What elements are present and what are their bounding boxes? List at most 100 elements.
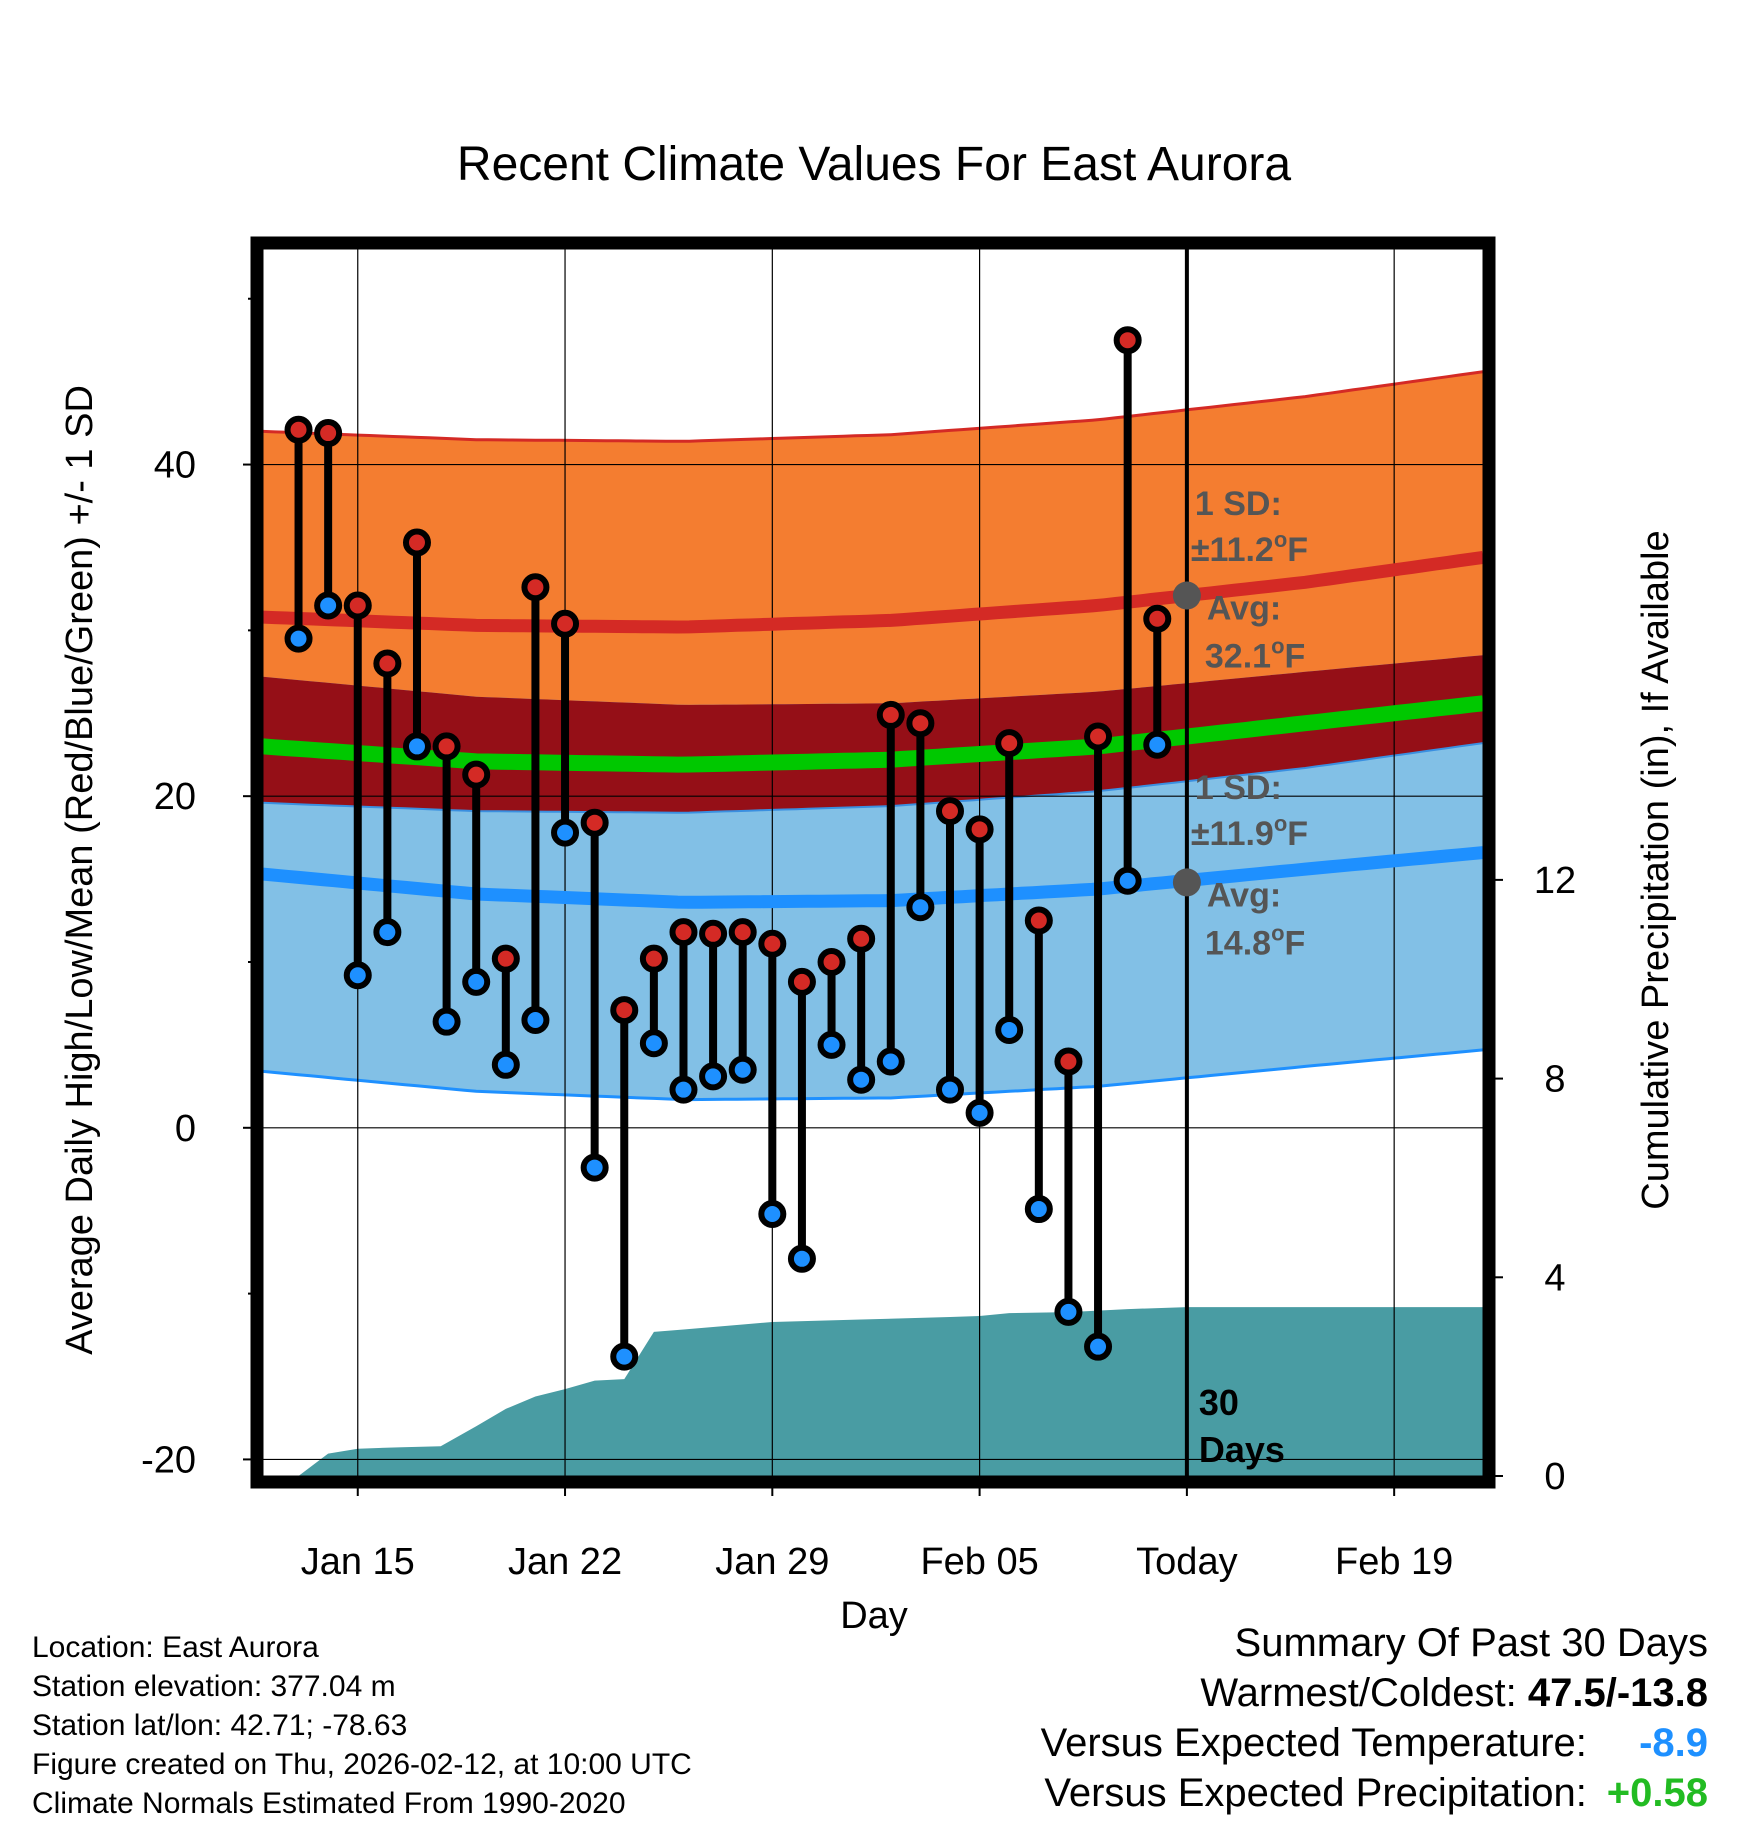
obs-low-point: [906, 893, 935, 922]
obs-high-point: [935, 797, 964, 826]
left-tick-label: 0: [175, 1108, 196, 1150]
high-avg-value: 32.1oF: [1205, 634, 1305, 676]
plot-area: [263, 249, 1483, 1476]
window-label-number: 30: [1199, 1382, 1239, 1423]
summary-panel: Summary Of Past 30 Days Warmest/Coldest:…: [1041, 1618, 1708, 1818]
warm-cold-value: 47.5/-13.8: [1527, 1671, 1708, 1715]
obs-low-point: [1143, 730, 1172, 759]
low-band-lower-edge: [263, 1048, 1483, 1102]
x-tick-label: Today: [1136, 1541, 1237, 1583]
high-sd-label: 1 SD:: [1195, 485, 1282, 523]
high-sd-unit: F: [1287, 531, 1308, 569]
normal-mean-line: [263, 695, 1483, 773]
summary-temperature: Versus Expected Temperature: -8.9: [1041, 1718, 1708, 1768]
window-label-text: Days: [1199, 1429, 1285, 1470]
right-tick-label: 4: [1544, 1257, 1565, 1299]
obs-high-point: [699, 919, 728, 948]
obs-high-point: [580, 808, 609, 837]
obs-high-point: [432, 732, 461, 761]
left-tick-label: -20: [141, 1439, 196, 1481]
obs-high-point: [373, 649, 402, 678]
obs-low-point: [580, 1153, 609, 1182]
obs-low-point: [876, 1047, 905, 1076]
left-tick-label: 20: [154, 776, 196, 818]
obs-low-point: [462, 967, 491, 996]
x-axis-label: Day: [840, 1595, 908, 1637]
obs-high-point: [758, 929, 787, 958]
obs-high-point: [491, 944, 520, 973]
obs-high-point: [817, 947, 846, 976]
low-sd-degree: o: [1274, 811, 1287, 836]
obs-high-point: [906, 709, 935, 738]
x-tick-label: Feb 19: [1335, 1541, 1453, 1583]
station-elevation: Station elevation: 377.04 m: [32, 1670, 396, 1703]
obs-low-point: [787, 1244, 816, 1273]
low-avg-unit: F: [1285, 924, 1306, 962]
obs-high-point: [462, 760, 491, 789]
obs-low-point: [402, 732, 431, 761]
cumulative-precip-area: [298, 1307, 1483, 1476]
low-avg-label: Avg:: [1207, 876, 1281, 914]
right-tick-label: 12: [1534, 860, 1576, 902]
obs-high-point: [1113, 326, 1142, 355]
obs-low-point: [699, 1062, 728, 1091]
y-axis-label-right: Cumulative Precipitation (in), If Availa…: [1635, 530, 1677, 1209]
summary-precipitation: Versus Expected Precipitation: +0.58: [1041, 1768, 1708, 1818]
obs-low-point: [728, 1055, 757, 1084]
station-info: Location: East Aurora Station elevation:…: [32, 1628, 692, 1823]
figure-created: Figure created on Thu, 2026-02-12, at 10…: [32, 1748, 692, 1781]
obs-high-point: [610, 996, 639, 1025]
high-sd-number: ±11.2: [1191, 531, 1274, 569]
warm-cold-label: Warmest/Coldest:: [1200, 1671, 1517, 1715]
obs-low-point: [1024, 1195, 1053, 1224]
high-avg-degree: o: [1271, 634, 1284, 659]
obs-low-point: [551, 818, 580, 847]
obs-high-point: [847, 924, 876, 953]
obs-high-point: [728, 918, 757, 947]
obs-low-point: [639, 1029, 668, 1058]
x-tick-label: Jan 15: [301, 1541, 415, 1583]
low-sd-number: ±11.9: [1191, 815, 1274, 853]
high-band-lower-edge: [263, 742, 1483, 814]
precip-vs-expected-value: +0.58: [1606, 1771, 1708, 1815]
obs-low-point: [817, 1030, 846, 1059]
obs-low-point: [758, 1200, 787, 1229]
obs-high-point: [876, 700, 905, 729]
obs-high-point: [343, 591, 372, 620]
left-tick-label: 40: [154, 445, 196, 487]
right-tick-label: 8: [1544, 1059, 1565, 1101]
summary-warm-cold: Warmest/Coldest: 47.5/-13.8: [1041, 1668, 1708, 1718]
obs-low-point: [995, 1015, 1024, 1044]
chart-title: Recent Climate Values For East Aurora: [457, 138, 1291, 191]
summary-title: Summary Of Past 30 Days: [1234, 1621, 1708, 1665]
high-avg-marker: [1172, 581, 1201, 610]
high-avg-unit: F: [1285, 638, 1306, 676]
obs-low-point: [373, 918, 402, 947]
high-avg-label: Avg:: [1207, 590, 1281, 628]
low-avg-marker: [1172, 868, 1201, 897]
normal-high-line: [263, 550, 1483, 634]
obs-high-point: [639, 944, 668, 973]
obs-low-point: [1113, 866, 1142, 895]
high-band-upper-edge: [263, 370, 1483, 443]
obs-high-point: [402, 528, 431, 557]
obs-low-point: [1084, 1332, 1113, 1361]
obs-low-point: [284, 624, 313, 653]
obs-low-point: [432, 1007, 461, 1036]
y-axis-label-left: Average Daily High/Low/Mean (Red/Blue/Gr…: [59, 385, 101, 1355]
obs-low-point: [935, 1075, 964, 1104]
obs-high-point: [995, 729, 1024, 758]
obs-high-point: [787, 967, 816, 996]
obs-high-point: [1054, 1047, 1083, 1076]
plot-frame: [250, 236, 1496, 1489]
obs-high-point: [314, 419, 343, 448]
obs-low-point: [965, 1098, 994, 1127]
obs-high-point: [669, 918, 698, 947]
temp-vs-expected-label: Versus Expected Temperature:: [1040, 1721, 1587, 1765]
low-sd-unit: F: [1287, 815, 1308, 853]
high-sd-degree: o: [1274, 527, 1287, 552]
low-avg-value: 14.8oF: [1205, 920, 1305, 962]
obs-low-point: [610, 1342, 639, 1371]
right-tick-label: 0: [1544, 1456, 1565, 1498]
